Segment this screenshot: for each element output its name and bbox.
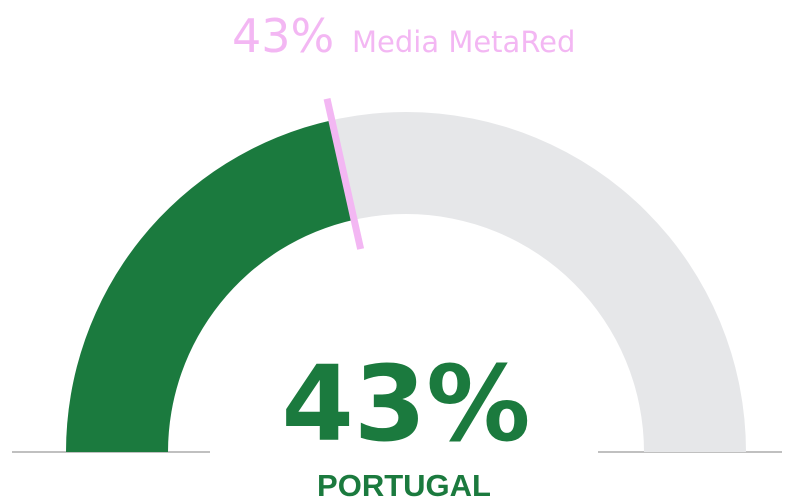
gauge-value: 43% <box>282 343 531 465</box>
gauge-bar <box>66 120 355 453</box>
benchmark-value: 43% <box>232 9 334 63</box>
gauge-label: PORTUGAL <box>317 468 491 502</box>
benchmark-name: Media MetaRed <box>352 25 575 59</box>
gauge <box>66 97 746 453</box>
benchmark-marker <box>323 97 365 250</box>
